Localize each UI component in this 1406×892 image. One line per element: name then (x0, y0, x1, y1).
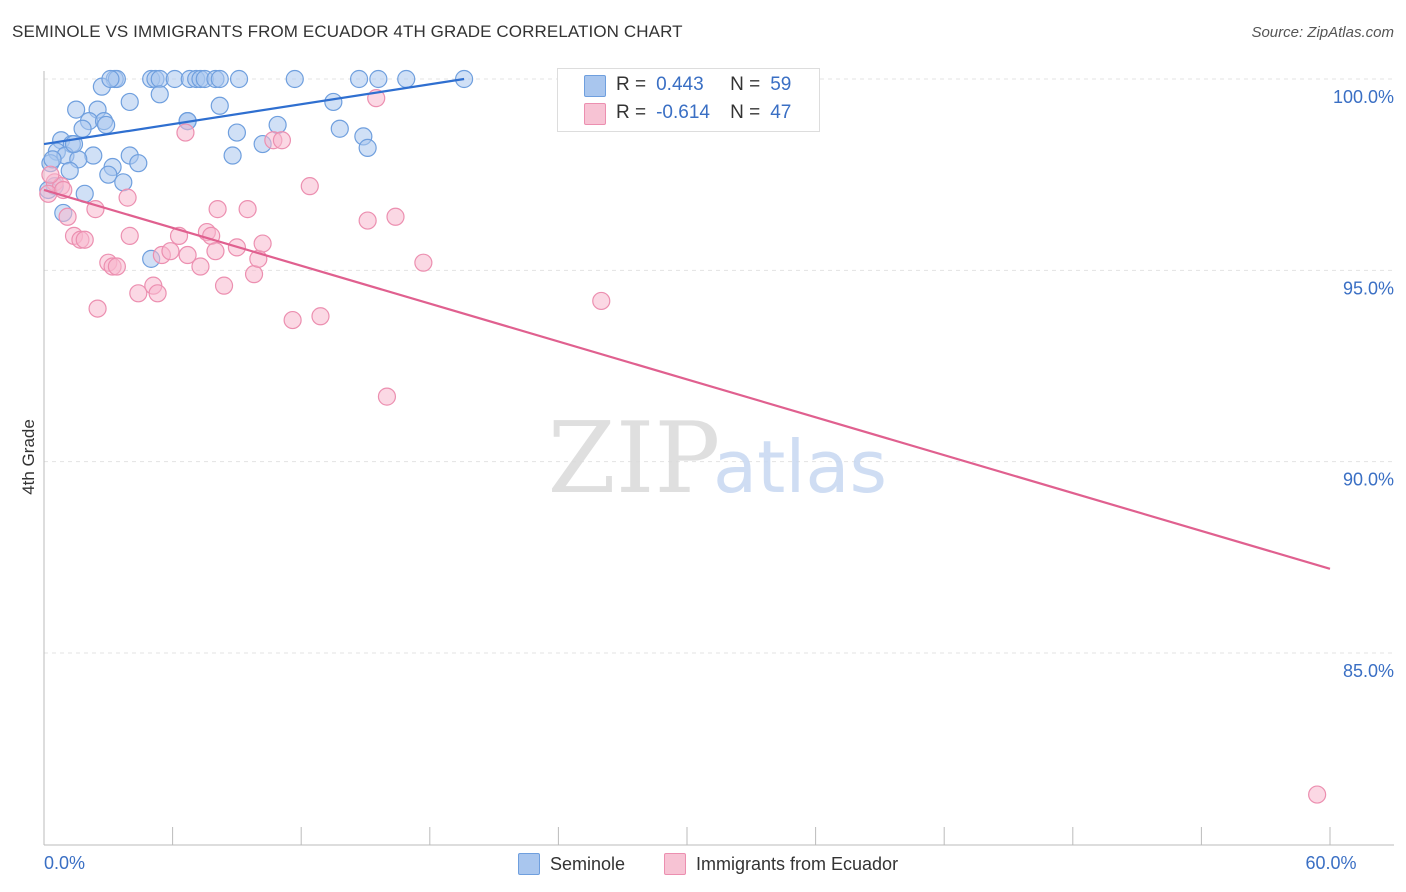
ecuador-point (272, 131, 292, 150)
y-tick-label: 90.0% (1343, 470, 1394, 490)
seminole-point (114, 173, 133, 192)
ecuador-point (176, 123, 195, 142)
x-tick-label: 0.0% (44, 853, 85, 873)
legend-n-value-ecuador: 47 (770, 102, 792, 123)
seminole-point (101, 69, 120, 89)
ecuador-point (58, 207, 77, 226)
ecuador-point (300, 177, 319, 196)
seminole-point (150, 85, 169, 104)
seminole-point (67, 100, 86, 119)
chart-title: SEMINOLE VS IMMIGRANTS FROM ECUADOR 4TH … (12, 22, 683, 41)
bottom-legend-label-ecuador: Immigrants from Ecuador (696, 853, 899, 874)
points-layer (39, 69, 1327, 804)
ecuador-point (1308, 785, 1327, 804)
source-credit: Source: ZipAtlas.com (1251, 24, 1394, 41)
legend-swatch-seminole (584, 75, 606, 97)
ecuador-point (191, 257, 210, 276)
watermark: ZIP atlas (548, 402, 887, 516)
watermark-atlas: atlas (713, 425, 887, 509)
ecuador-point (283, 310, 302, 330)
legend-r-label: R = (616, 74, 647, 95)
seminole-trend-line (43, 77, 465, 146)
ecuador-point (208, 200, 227, 219)
seminole-point (129, 154, 148, 173)
ecuador-trend-line (43, 188, 1331, 570)
seminole-point (210, 96, 229, 115)
legend-row-ecuador: R = -0.614 N = 47 (616, 100, 791, 126)
bottom-legend-seminole: Seminole (518, 852, 625, 876)
watermark-zip: ZIP (548, 402, 721, 516)
ecuador-point (253, 234, 272, 253)
seminole-point (43, 150, 62, 169)
ecuador-point (414, 253, 433, 272)
ecuador-point (120, 226, 139, 245)
y-axis-label: 4th Grade (19, 419, 38, 495)
seminole-point (97, 115, 116, 135)
ecuador-point (244, 265, 264, 284)
bottom-legend-ecuador: Immigrants from Ecuador (664, 852, 898, 876)
seminole-point (358, 138, 377, 157)
bottom-legend-swatch-seminole (518, 853, 540, 875)
x-tick-label: 60.0% (1305, 853, 1356, 873)
ecuador-point (88, 299, 107, 318)
legend-n-label: N = (730, 102, 761, 123)
seminole-point (223, 146, 242, 165)
seminole-point (324, 92, 343, 112)
legend-r-label: R = (616, 102, 647, 123)
ecuador-point (592, 291, 611, 311)
ecuador-point (214, 276, 234, 295)
ecuador-point (107, 257, 126, 276)
ecuador-point (386, 207, 405, 226)
seminole-point (227, 123, 246, 142)
ecuador-point (178, 245, 197, 265)
y-tick-label: 85.0% (1343, 661, 1394, 681)
ecuador-point (377, 387, 397, 406)
legend-swatch-ecuador (584, 103, 606, 125)
stats-legend: R = 0.443 N = 59 R = -0.614 N = 47 (557, 68, 820, 132)
ecuador-point (206, 242, 225, 261)
seminole-point (120, 92, 139, 112)
legend-r-value-ecuador: -0.614 (656, 102, 710, 123)
ecuador-point (41, 165, 60, 184)
seminole-point (349, 69, 369, 89)
seminole-point (397, 69, 416, 89)
seminole-point (60, 161, 79, 180)
ecuador-point (358, 211, 377, 230)
y-tick-label: 100.0% (1333, 87, 1394, 107)
y-tick-label: 95.0% (1343, 278, 1394, 298)
legend-n-label: N = (730, 74, 761, 95)
trend-layer (43, 77, 1331, 570)
seminole-point (99, 165, 118, 184)
bottom-legend-swatch-ecuador (664, 853, 686, 875)
grid-layer (44, 78, 1394, 654)
ecuador-point (75, 230, 94, 249)
seminole-point (73, 119, 92, 138)
seminole-point (285, 69, 304, 89)
legend-n-value-seminole: 59 (770, 74, 792, 95)
ecuador-point (161, 242, 180, 261)
bottom-legend-label-seminole: Seminole (550, 853, 626, 874)
ecuador-point (311, 307, 330, 326)
ecuador-point (148, 284, 167, 303)
seminole-point (369, 69, 388, 89)
legend-r-value-seminole: 0.443 (656, 74, 704, 95)
seminole-point (229, 69, 249, 89)
ecuador-point (129, 284, 148, 303)
ecuador-point (118, 188, 137, 207)
seminole-point (210, 69, 229, 89)
legend-row-seminole: R = 0.443 N = 59 (616, 72, 791, 98)
seminole-point (84, 146, 103, 165)
seminole-point (330, 119, 349, 138)
seminole-point (268, 115, 287, 135)
ecuador-point (238, 200, 257, 219)
